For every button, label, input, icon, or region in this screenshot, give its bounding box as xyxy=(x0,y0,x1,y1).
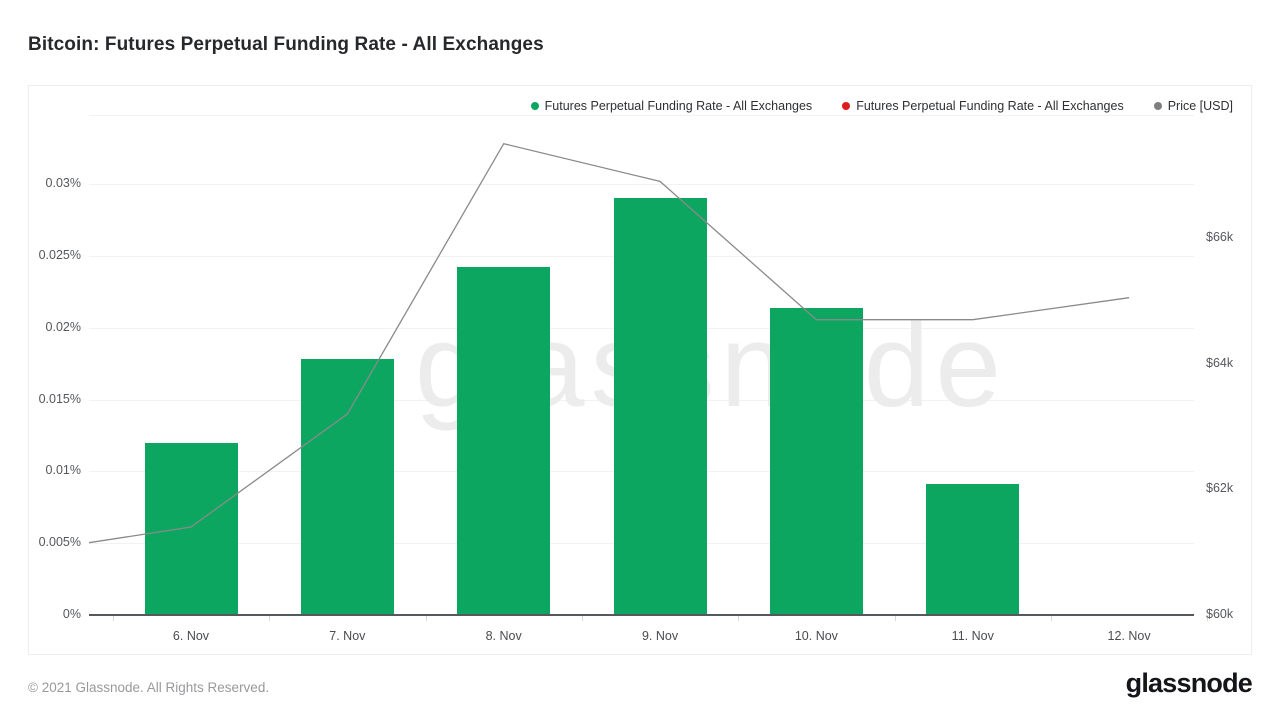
x-axis-tick xyxy=(112,616,114,621)
gridline xyxy=(89,184,1194,185)
copyright-text: © 2021 Glassnode. All Rights Reserved. xyxy=(28,680,270,695)
chart-card: Futures Perpetual Funding Rate - All Exc… xyxy=(28,85,1252,655)
left-axis-label: 0.005% xyxy=(38,535,81,550)
funding-rate-bar-10Nov[interactable] xyxy=(769,307,863,615)
left-axis-label: 0.025% xyxy=(38,247,81,262)
x-axis-line xyxy=(89,614,1194,616)
x-axis-tick xyxy=(1207,616,1209,621)
left-axis-label: 0.015% xyxy=(38,391,81,406)
price-line xyxy=(88,142,1130,544)
x-axis-tick xyxy=(894,616,896,621)
gridline xyxy=(89,115,1194,116)
x-axis-label: 12. Nov xyxy=(1107,629,1151,643)
left-axis-label: 0.01% xyxy=(45,463,81,478)
legend-label: Futures Perpetual Funding Rate - All Exc… xyxy=(544,99,813,113)
x-axis-tick xyxy=(738,616,740,621)
legend-label: Futures Perpetual Funding Rate - All Exc… xyxy=(856,99,1124,113)
gray-dot-icon xyxy=(1153,102,1162,110)
right-axis-label: $64k xyxy=(1206,355,1234,370)
legend-item-funding-rate-green[interactable]: Futures Perpetual Funding Rate - All Exc… xyxy=(530,99,813,113)
funding-rate-bar-9Nov[interactable] xyxy=(613,198,707,615)
right-axis-label: $66k xyxy=(1206,230,1234,244)
x-axis-tick xyxy=(581,616,583,621)
chart-legend: Futures Perpetual Funding Rate - All Exc… xyxy=(530,96,1233,116)
plot-area[interactable]: glassnode xyxy=(88,115,1194,616)
right-axis-label: $60k xyxy=(1206,607,1234,621)
x-axis-tick xyxy=(425,616,427,621)
x-axis-label: 11. Nov xyxy=(951,629,994,643)
red-dot-icon xyxy=(842,102,851,110)
x-axis-label: 6. Nov xyxy=(172,629,210,643)
x-axis-tick xyxy=(269,616,271,621)
x-axis-label: 10. Nov xyxy=(794,629,838,643)
left-axis-label: 0.03% xyxy=(45,176,81,190)
legend-item-funding-rate-red[interactable]: Futures Perpetual Funding Rate - All Exc… xyxy=(842,99,1124,113)
x-axis-tick xyxy=(1050,616,1052,621)
green-dot-icon xyxy=(530,102,539,110)
x-axis-label: 9. Nov xyxy=(641,629,679,643)
funding-rate-bar-8Nov[interactable] xyxy=(457,267,551,615)
left-axis-label: 0% xyxy=(62,607,81,621)
x-axis-label: 8. Nov xyxy=(485,629,522,643)
funding-rate-bar-6Nov[interactable] xyxy=(144,442,238,615)
legend-item-price-usd[interactable]: Price [USD] xyxy=(1153,99,1233,113)
glassnode-logo: glassnode xyxy=(1125,668,1253,698)
right-axis-label: $62k xyxy=(1206,481,1234,496)
legend-label: Price [USD] xyxy=(1167,99,1233,113)
x-axis-label: 7. Nov xyxy=(329,629,366,643)
funding-rate-bar-7Nov[interactable] xyxy=(300,359,394,615)
page-title: Bitcoin: Futures Perpetual Funding Rate … xyxy=(28,34,544,55)
funding-rate-bar-11Nov[interactable] xyxy=(926,484,1020,615)
left-axis-label: 0.02% xyxy=(45,319,81,334)
